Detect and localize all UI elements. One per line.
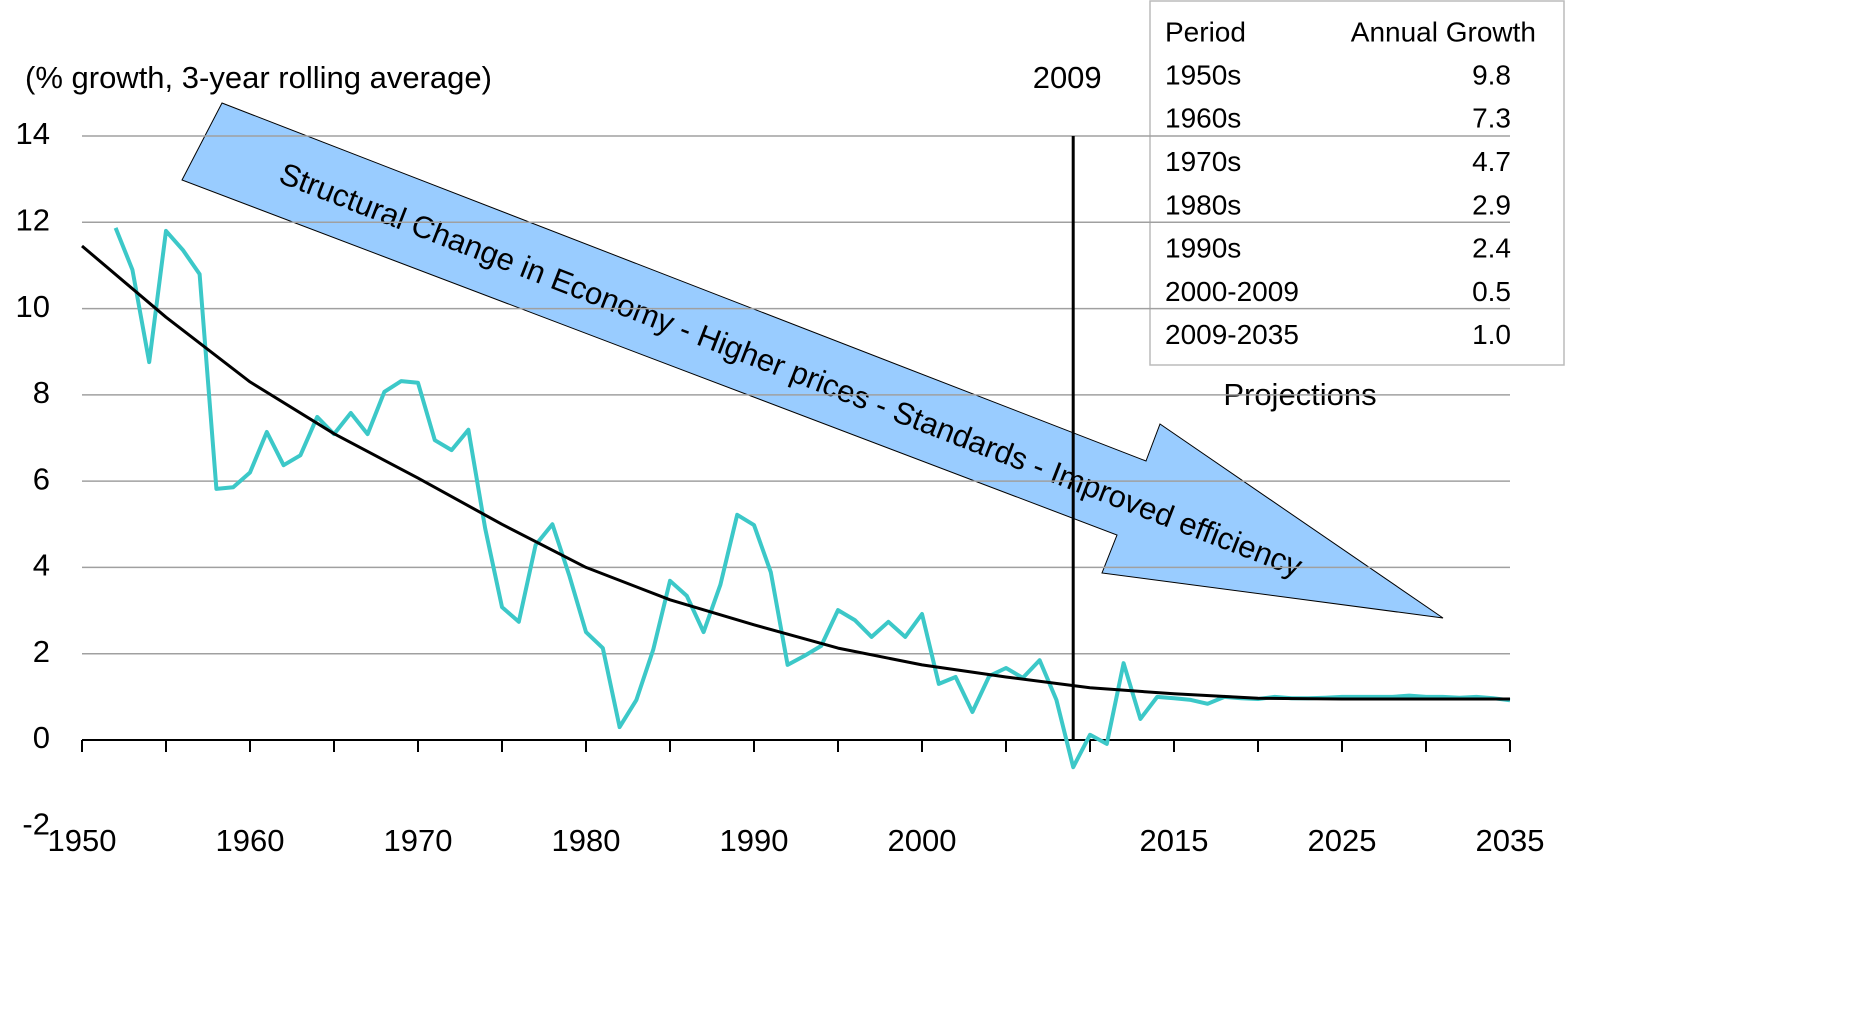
- table-cell: 1980s: [1165, 189, 1241, 220]
- table-cell: 9.8: [1472, 59, 1511, 90]
- y-tick-label: 2: [33, 634, 50, 669]
- table-cell: 4.7: [1472, 146, 1511, 177]
- y-tick-label: -2: [22, 806, 50, 841]
- x-tick-label: 1970: [384, 823, 453, 858]
- table-cell: 0.5: [1472, 276, 1511, 307]
- table-cell: 1970s: [1165, 146, 1241, 177]
- x-tick-label: 2035: [1476, 823, 1545, 858]
- x-tick-label: 2015: [1140, 823, 1209, 858]
- table-cell: 2.4: [1472, 233, 1511, 264]
- table-cell: 1.0: [1472, 319, 1511, 350]
- x-tick-label: 1990: [720, 823, 789, 858]
- y-tick-label: 12: [16, 202, 50, 237]
- table-cell: 2009-2035: [1165, 319, 1299, 350]
- table-cell: 1990s: [1165, 233, 1241, 264]
- x-tick-label: 1960: [216, 823, 285, 858]
- table-cell: 2000-2009: [1165, 276, 1299, 307]
- table-cell: 1960s: [1165, 103, 1241, 134]
- table-cell: 7.3: [1472, 103, 1511, 134]
- trend-arrow: [181, 102, 1444, 619]
- x-tick-label: 1950: [48, 823, 117, 858]
- table-box: [1149, 0, 1565, 366]
- y-tick-label: 10: [16, 289, 50, 324]
- y-tick-label: 0: [33, 720, 50, 755]
- table-cell: 2.9: [1472, 189, 1511, 220]
- x-tick-label: 1980: [552, 823, 621, 858]
- table-header: Period: [1165, 16, 1246, 47]
- y-axis-label: (% growth, 3-year rolling average): [25, 60, 492, 95]
- table-header: Annual Growth: [1351, 16, 1536, 47]
- x-tick-label: 2025: [1308, 823, 1377, 858]
- x-tick-label: 2000: [888, 823, 957, 858]
- y-tick-label: 8: [33, 375, 50, 410]
- y-tick-label: 6: [33, 461, 50, 496]
- y-tick-label: 4: [33, 548, 50, 583]
- vline-label: 2009: [1033, 60, 1102, 95]
- y-tick-label: 14: [16, 116, 50, 151]
- table-cell: 1950s: [1165, 59, 1241, 90]
- series-line: [81, 244, 1510, 701]
